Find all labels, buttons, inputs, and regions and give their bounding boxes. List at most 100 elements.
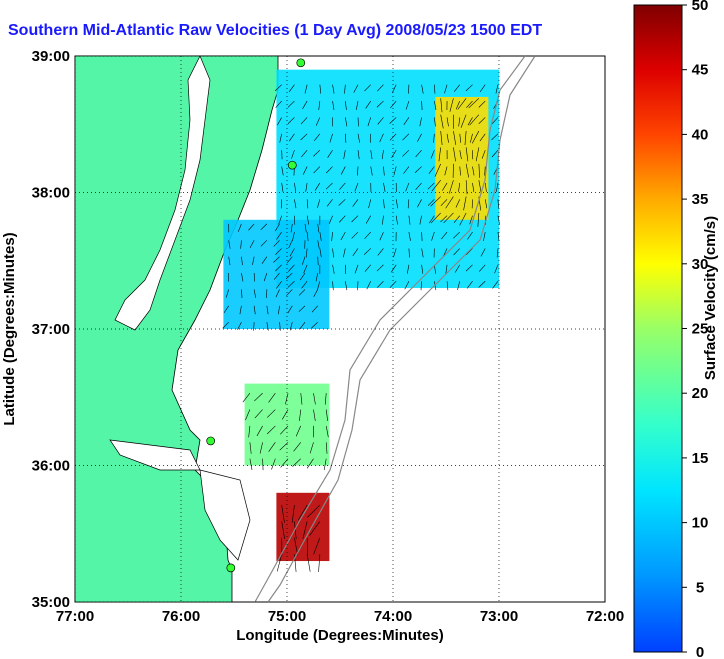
velocity-vector xyxy=(381,150,384,160)
velocity-vector xyxy=(306,554,311,572)
velocity-vector xyxy=(446,117,449,127)
velocity-vector xyxy=(304,84,308,94)
velocity-vectors xyxy=(222,84,500,572)
velocity-vector xyxy=(305,182,308,192)
velocity-vector xyxy=(317,199,321,209)
velocity-vector xyxy=(256,425,263,437)
colorbar-tick-label: 0 xyxy=(696,644,704,659)
colorbar-tick-label: 5 xyxy=(696,579,704,596)
velocity-vector xyxy=(484,166,486,176)
velocity-vector xyxy=(382,215,384,225)
velocity-vector xyxy=(491,149,499,158)
velocity-vector xyxy=(306,215,310,225)
velocity-vector xyxy=(478,281,486,288)
velocity-vector xyxy=(332,281,334,291)
velocity-vector xyxy=(458,117,461,127)
velocity-vector xyxy=(261,256,268,264)
velocity-vector xyxy=(302,256,306,265)
velocity-vector xyxy=(275,289,280,298)
velocity-vector xyxy=(453,215,461,223)
velocity-vector xyxy=(383,182,386,192)
velocity-vector xyxy=(379,231,384,241)
colorbar-tick-label: 20 xyxy=(692,385,709,402)
velocity-vector xyxy=(223,305,229,314)
velocity-vector xyxy=(433,133,435,143)
velocity-vector xyxy=(484,199,488,209)
velocity-vector xyxy=(379,133,384,143)
velocity-vector xyxy=(281,182,284,192)
velocity-vector xyxy=(475,147,480,162)
velocity-vector xyxy=(455,100,461,110)
velocity-vector xyxy=(457,281,461,291)
velocity-vector xyxy=(405,100,410,110)
velocity-vector xyxy=(288,84,295,93)
velocity-vector xyxy=(354,264,359,274)
x-tick-label: 76:00 xyxy=(162,608,200,625)
chart-title: Southern Mid-Atlantic Raw Velocities (1 … xyxy=(8,22,543,39)
velocity-vector xyxy=(497,232,500,242)
velocity-vector xyxy=(266,322,269,331)
velocity-vector xyxy=(352,248,359,256)
velocity-vector xyxy=(403,166,410,174)
velocity-vector xyxy=(455,199,461,208)
velocity-vector xyxy=(318,101,321,111)
velocity-vector xyxy=(443,212,454,224)
velocity-vector xyxy=(465,147,469,162)
velocity-vector xyxy=(268,442,276,452)
velocity-vector xyxy=(302,100,308,109)
velocity-vector xyxy=(278,305,280,315)
velocity-vector xyxy=(459,212,467,226)
velocity-vector xyxy=(453,147,456,162)
velocity-vector xyxy=(471,130,480,144)
velocity-vector xyxy=(318,554,321,572)
velocity-vector xyxy=(478,163,480,178)
velocity-vector xyxy=(434,84,436,94)
velocity-vector xyxy=(496,182,499,192)
velocity-vector xyxy=(440,199,448,207)
velocity-vector xyxy=(285,272,293,280)
radar-station xyxy=(296,58,306,68)
velocity-vector xyxy=(315,117,321,126)
velocity-vector xyxy=(301,281,308,289)
velocity-vector xyxy=(302,166,308,175)
velocity-vector xyxy=(325,409,328,421)
velocity-vector xyxy=(332,248,334,258)
velocity-vector xyxy=(338,199,346,206)
velocity-vector xyxy=(438,147,441,162)
velocity-vector xyxy=(325,442,328,454)
velocity-vector xyxy=(357,133,360,143)
velocity-vector xyxy=(364,264,371,272)
velocity-vector xyxy=(325,425,329,438)
velocity-vector xyxy=(393,248,397,258)
velocity-vector xyxy=(440,131,443,146)
velocity-vector xyxy=(351,231,359,239)
velocity-vector xyxy=(430,212,441,224)
velocity-vector xyxy=(408,232,411,241)
colorbar-tick-label: 30 xyxy=(692,256,709,273)
velocity-vector xyxy=(377,117,384,125)
velocity-vector xyxy=(403,117,410,126)
velocity-vector xyxy=(377,248,384,256)
velocity-vector xyxy=(408,215,411,225)
velocity-vector xyxy=(408,248,410,258)
velocity-vector xyxy=(440,114,444,129)
colorbar-tick-label: 40 xyxy=(692,126,709,143)
velocity-vector xyxy=(249,458,253,471)
velocity-vector xyxy=(470,133,473,143)
velocity-vector xyxy=(240,240,242,249)
velocity-vector xyxy=(491,117,499,125)
velocity-vector xyxy=(468,98,480,109)
velocity-vector xyxy=(339,182,346,190)
velocity-vector xyxy=(287,305,293,314)
radar-station xyxy=(287,160,297,170)
velocity-vector xyxy=(354,182,359,192)
velocity-vector xyxy=(453,231,460,239)
velocity-vector xyxy=(300,393,303,405)
velocity-vector xyxy=(278,215,282,225)
velocity-region xyxy=(435,96,489,220)
velocity-vector xyxy=(491,133,499,141)
velocity-vector xyxy=(304,223,307,233)
velocity-vector xyxy=(434,100,437,110)
velocity-vector xyxy=(457,98,467,110)
velocity-vector xyxy=(313,393,316,405)
